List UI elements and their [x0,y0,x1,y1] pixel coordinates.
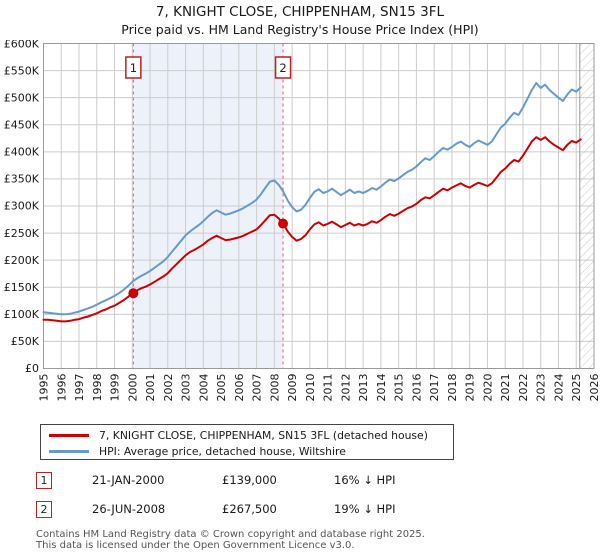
svg-text:2020: 2020 [481,374,494,402]
svg-text:2010: 2010 [304,374,317,402]
svg-text:£150K: £150K [4,281,40,294]
svg-text:£400K: £400K [4,146,40,159]
transaction-2-date: 26-JUN-2008 [92,502,166,516]
hpi-line-swatch [49,449,89,453]
svg-text:2004: 2004 [197,374,210,402]
svg-text:£300K: £300K [4,200,40,213]
footer-licence: This data is licensed under the Open Gov… [36,540,355,551]
svg-text:£450K: £450K [4,118,40,131]
footer-copyright: Contains HM Land Registry data © Crown c… [36,529,425,540]
svg-text:2002: 2002 [162,374,175,402]
transaction-1-date: 21-JAN-2000 [92,473,165,487]
svg-text:2018: 2018 [446,374,459,402]
legend-label-property: 7, KNIGHT CLOSE, CHIPPENHAM, SN15 3FL (d… [99,428,428,442]
chart-subtitle: Price paid vs. HM Land Registry's House … [121,22,479,37]
svg-text:£500K: £500K [4,91,40,104]
price-chart: 1 2 £0 £50K £100K £150K £200K £250K £300K £350K £4… [4,40,600,402]
svg-text:2011: 2011 [322,374,335,402]
legend-item-hpi: HPI: Average price, detached house, Wilt… [49,443,453,459]
svg-text:2016: 2016 [410,374,423,402]
svg-text:2013: 2013 [357,374,370,402]
svg-text:1: 1 [130,61,137,75]
transaction-row: 1 21-JAN-2000 £139,000 16% ↓ HPI [36,472,576,490]
svg-text:£200K: £200K [4,254,40,267]
svg-text:2007: 2007 [251,374,264,402]
svg-text:1996: 1996 [55,374,68,402]
transaction-1-price: £139,000 [222,473,277,487]
svg-text:£350K: £350K [4,173,40,186]
svg-text:2025: 2025 [570,374,583,402]
svg-text:2023: 2023 [535,374,548,402]
svg-text:2019: 2019 [464,374,477,402]
transaction-2-hpi-diff: 19% ↓ HPI [334,502,396,516]
transaction-1-hpi-diff: 16% ↓ HPI [334,473,396,487]
svg-text:2012: 2012 [339,374,352,402]
chart-legend: 7, KNIGHT CLOSE, CHIPPENHAM, SN15 3FL (d… [40,424,454,460]
svg-text:1998: 1998 [91,374,104,402]
svg-text:2008: 2008 [268,374,281,402]
svg-text:2021: 2021 [499,374,512,402]
svg-text:2017: 2017 [428,374,441,402]
transaction-2-badge: 2 [36,501,52,518]
svg-text:1997: 1997 [73,374,86,402]
svg-text:2006: 2006 [233,374,246,402]
svg-text:2000: 2000 [126,374,139,402]
svg-text:2026: 2026 [588,374,600,402]
svg-text:£50K: £50K [11,335,40,348]
svg-text:2015: 2015 [393,374,406,402]
svg-text:2003: 2003 [180,374,193,402]
transaction-row: 2 26-JUN-2008 £267,500 19% ↓ HPI [36,501,576,519]
svg-text:2014: 2014 [375,374,388,402]
svg-text:2: 2 [279,61,286,75]
legend-label-hpi: HPI: Average price, detached house, Wilt… [99,444,346,458]
svg-text:1999: 1999 [109,374,122,402]
svg-text:£550K: £550K [4,64,40,77]
svg-text:2001: 2001 [144,374,157,402]
property-line-swatch [49,433,89,437]
legend-item-property: 7, KNIGHT CLOSE, CHIPPENHAM, SN15 3FL (d… [49,427,453,443]
svg-text:£600K: £600K [4,40,40,50]
chart-title: 7, KNIGHT CLOSE, CHIPPENHAM, SN15 3FL [155,4,445,20]
svg-text:2024: 2024 [552,374,565,402]
svg-text:2009: 2009 [286,374,299,402]
transaction-2-price: £267,500 [222,502,277,516]
transaction-1-badge: 1 [36,472,52,489]
svg-text:2022: 2022 [517,374,530,402]
svg-text:£250K: £250K [4,227,40,240]
svg-text:£0: £0 [25,362,39,375]
svg-text:£100K: £100K [4,308,40,321]
svg-text:1995: 1995 [38,374,51,402]
svg-text:2005: 2005 [215,374,228,402]
